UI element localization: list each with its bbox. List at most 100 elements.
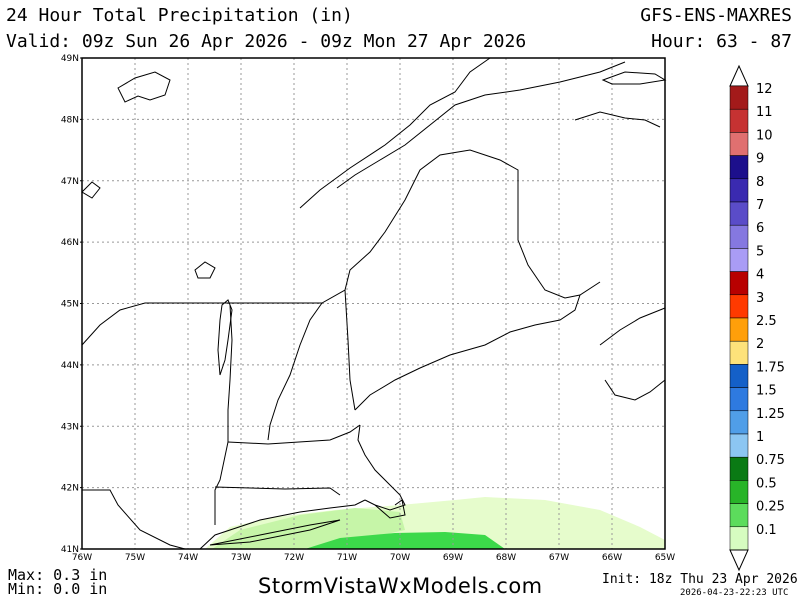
legend-label: 8 [756, 175, 764, 190]
legend-label: 4 [756, 268, 764, 283]
coastlines [81, 57, 667, 550]
legend-label: 10 [756, 128, 773, 143]
latitude-labels: 49N 48N 47N 46N 45N 44N 43N 42N 41N [61, 54, 82, 555]
lat-label: 47N [61, 177, 79, 187]
map-title: 24 Hour Total Precipitation (in) [6, 5, 353, 26]
legend-bottom-arrow [729, 549, 749, 572]
ma-south-border [214, 486, 341, 496]
legend-swatch [729, 85, 749, 110]
legend-swatch [729, 433, 749, 458]
west-lake [81, 181, 101, 199]
legend-swatch [729, 387, 749, 412]
legend-label: 5 [756, 244, 764, 259]
legend-label: 0.25 [756, 500, 785, 515]
quebec-lake [194, 261, 216, 279]
legend-label: 1.5 [756, 384, 777, 399]
legend-label: 12 [756, 82, 773, 97]
nh-maine-border [344, 289, 356, 411]
lon-label: 69W [443, 553, 463, 563]
valid-period: Valid: 09z Sun 26 Apr 2026 - 09z Mon 27 … [6, 31, 527, 52]
lat-label: 46N [61, 238, 79, 248]
forecast-hours: Hour: 63 - 87 [651, 31, 792, 52]
nova-scotia-south [604, 379, 666, 401]
legend-label: 0.1 [756, 523, 777, 538]
legend-label: 1.25 [756, 407, 785, 422]
legend-label: 1.75 [756, 360, 785, 375]
lon-label: 71W [337, 553, 357, 563]
legend-label: 2 [756, 337, 764, 352]
st-lawrence-north-shore [299, 57, 491, 209]
legend-label: 9 [756, 152, 764, 167]
vermont-nh-border [267, 302, 323, 441]
legend-label: 0.75 [756, 453, 785, 468]
model-name: GFS-ENS-MAXRES [640, 5, 792, 26]
precip-legend: 12 11 10 9 8 7 6 5 4 3 2.5 2 1.75 1.5 1.25 1 0.75 0.5 0.25… [729, 64, 785, 572]
legend-swatch [729, 201, 749, 226]
ma-north-border [227, 424, 361, 445]
legend-swatch [729, 271, 749, 296]
lon-label: 75W [125, 553, 145, 563]
lon-label: 73W [231, 553, 251, 563]
legend-label: 11 [756, 105, 773, 120]
legend-swatch [729, 224, 749, 249]
lon-label: 74W [178, 553, 198, 563]
us-canada-border [81, 149, 601, 346]
lat-label: 45N [61, 300, 79, 310]
max-value: Max: 0.3 in [8, 566, 108, 584]
init-time: Init: 18z Thu 23 Apr 2026 [602, 572, 798, 587]
legend-swatch [729, 294, 749, 319]
lat-label: 49N [61, 54, 79, 64]
legend-swatch [729, 178, 749, 203]
legend-label: 6 [756, 221, 764, 236]
legend-swatch [729, 480, 749, 504]
lon-label: 65W [655, 553, 675, 563]
ma-coast [357, 424, 406, 511]
legend-swatch [729, 132, 749, 156]
ny-ct-border [214, 441, 229, 525]
legend-swatch [729, 364, 749, 388]
legend-swatch [729, 155, 749, 180]
legend-label: 3 [756, 291, 764, 306]
legend-label: 2.5 [756, 314, 777, 329]
lat-label: 44N [61, 361, 79, 371]
legend-swatch [729, 503, 749, 528]
lat-label: 43N [61, 422, 79, 432]
lat-label: 42N [61, 484, 79, 494]
gaspe-coast [574, 111, 661, 128]
maine-coast [354, 294, 581, 411]
legend-swatch [729, 456, 749, 481]
legend-swatch [729, 248, 749, 272]
lake-st-john [117, 71, 171, 103]
lat-label: 48N [61, 115, 79, 125]
nova-scotia [599, 307, 666, 346]
ny-vermont-border [227, 304, 233, 442]
lon-label: 66W [602, 553, 622, 563]
legend-label: 0.5 [756, 476, 777, 491]
st-lawrence-south-shore [336, 61, 626, 189]
long-island [209, 519, 341, 546]
lon-label: 67W [549, 553, 569, 563]
generated-timestamp: 2026-04-23-22:23 UTC [680, 588, 789, 598]
legend-swatch [729, 340, 749, 365]
cape-cod [374, 499, 406, 519]
legend-top-arrow [729, 64, 749, 87]
lon-label: 68W [496, 553, 516, 563]
precip-area-bright [305, 532, 505, 549]
legend-label: 7 [756, 198, 764, 213]
lon-label: 76W [72, 553, 92, 563]
site-name[interactable]: StormVistaWxModels.com [258, 574, 543, 598]
legend-swatch [729, 410, 749, 435]
legend-swatch [729, 108, 749, 133]
ny-west [82, 489, 186, 550]
lon-label: 72W [284, 553, 304, 563]
lake-champlain [217, 299, 233, 376]
min-value: Min: 0.0 in [8, 580, 108, 598]
lon-label: 70W [390, 553, 410, 563]
ct-ri-coast [199, 499, 366, 550]
precip-shading [205, 497, 665, 549]
longitude-labels: 76W 75W 74W 73W 72W 71W 70W 69W 68W 67W 66W 65W [72, 553, 675, 563]
lat-label: 41N [61, 545, 79, 555]
legend-label: 1 [756, 430, 764, 445]
legend-swatch [729, 526, 749, 551]
